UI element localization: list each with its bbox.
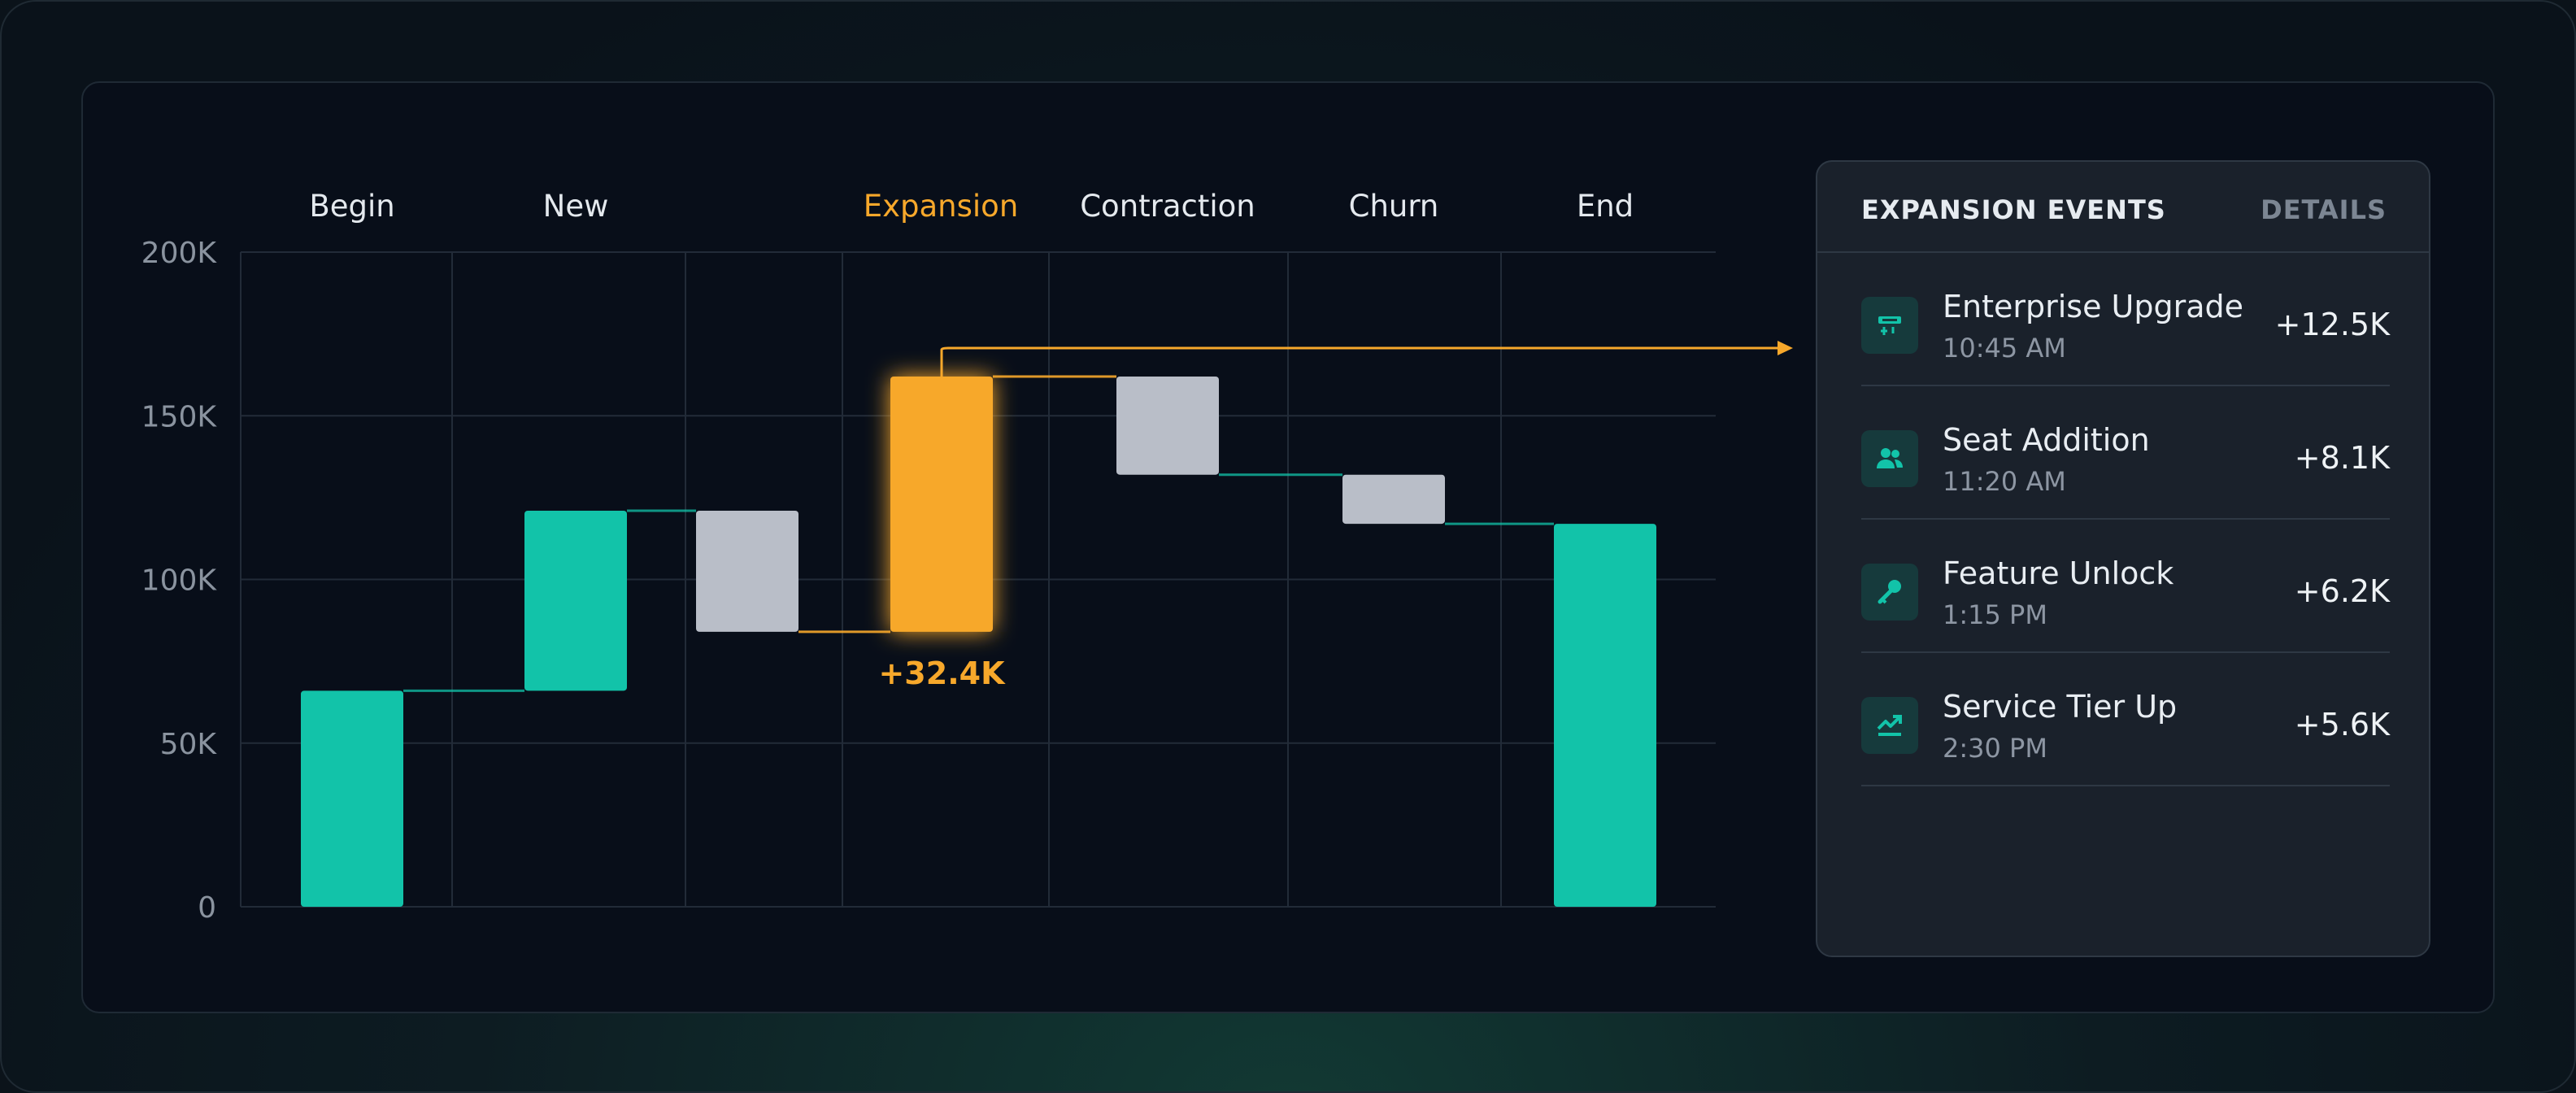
y-tick-label: 200K xyxy=(141,237,218,270)
event-item-service-tier-up[interactable]: Service Tier Up 2:30 PM +5.6K xyxy=(1861,653,2390,786)
event-value: +5.6K xyxy=(2294,707,2390,742)
callout-arrow-icon xyxy=(1778,341,1793,355)
event-time: 11:20 AM xyxy=(1943,466,2066,497)
y-tick-label: 0 xyxy=(198,891,216,925)
event-item-feature-unlock[interactable]: Feature Unlock 1:15 PM +6.2K xyxy=(1861,520,2390,653)
category-label: End xyxy=(1577,189,1634,224)
bar-decrease xyxy=(696,510,798,632)
category-label: Churn xyxy=(1349,189,1439,224)
bar-decrease xyxy=(1116,376,1219,475)
event-name: Service Tier Up xyxy=(1943,689,2178,725)
event-time: 2:30 PM xyxy=(1943,733,2047,764)
event-name: Enterprise Upgrade xyxy=(1943,289,2244,324)
key-icon xyxy=(1861,564,1918,621)
event-item-seat-addition[interactable]: Seat Addition 11:20 AM +8.1K xyxy=(1861,386,2390,520)
event-name: Seat Addition xyxy=(1943,422,2150,458)
event-value: +12.5K xyxy=(2274,307,2390,342)
category-label: New xyxy=(543,189,609,224)
details-link[interactable]: DETAILS xyxy=(2261,194,2387,225)
y-tick-label: 100K xyxy=(141,564,218,598)
event-time: 10:45 AM xyxy=(1943,333,2066,364)
bar-decrease xyxy=(1342,474,1445,525)
expansion-events-panel: EXPANSION EVENTS DETAILS Enterprise Upgr… xyxy=(1816,160,2430,957)
event-name: Feature Unlock xyxy=(1943,555,2174,591)
panel-header: EXPANSION EVENTS DETAILS xyxy=(1817,162,2429,253)
y-tick-label: 150K xyxy=(141,400,218,433)
bar-increase xyxy=(524,510,627,691)
data-label-highlight: +32.4K xyxy=(878,655,1006,691)
trend-up-icon xyxy=(1861,697,1918,754)
category-label: Begin xyxy=(309,189,394,224)
callout-line xyxy=(940,346,1781,377)
bar-total xyxy=(301,690,403,907)
event-time: 1:15 PM xyxy=(1943,599,2047,630)
bar-total xyxy=(1554,524,1656,907)
panel-title: EXPANSION EVENTS xyxy=(1861,194,2166,225)
bar-highlight xyxy=(890,376,993,632)
category-label: Expansion xyxy=(864,189,1019,224)
event-item-enterprise-upgrade[interactable]: Enterprise Upgrade 10:45 AM +12.5K xyxy=(1861,253,2390,386)
enterprise-icon xyxy=(1861,297,1918,354)
event-value: +8.1K xyxy=(2294,440,2390,476)
category-label: Contraction xyxy=(1080,189,1255,224)
y-tick-label: 50K xyxy=(160,728,218,761)
users-icon xyxy=(1861,430,1918,487)
event-value: +6.2K xyxy=(2294,573,2390,609)
